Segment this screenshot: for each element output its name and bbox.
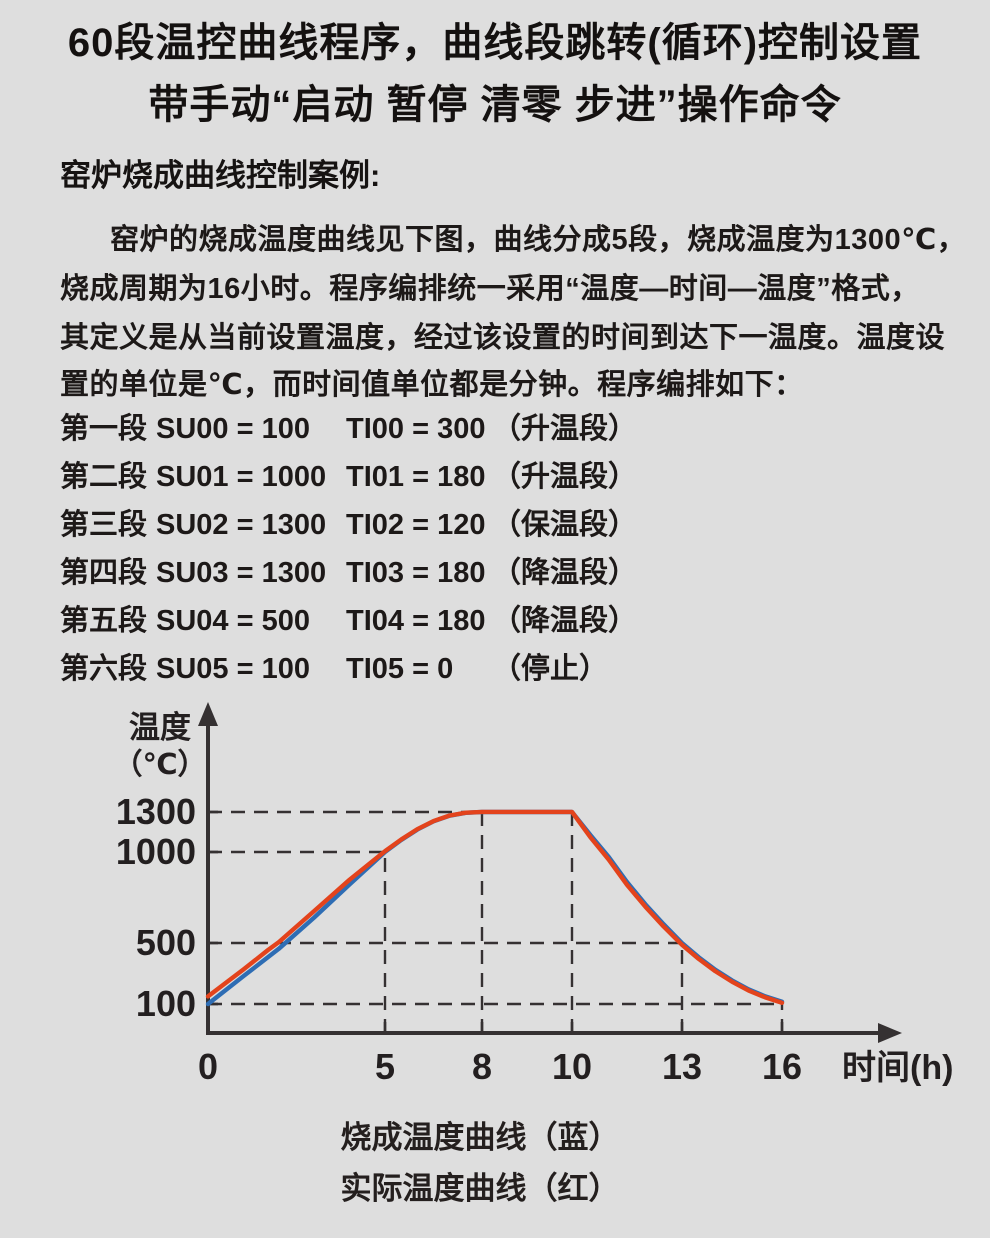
- x-tick-label: 0: [198, 1046, 218, 1087]
- segment-label: 第一段: [60, 413, 148, 445]
- x-tick-label: 8: [472, 1046, 492, 1087]
- ti-value: TI00 = 300: [346, 413, 486, 445]
- su-value: SU00 = 100: [156, 413, 310, 445]
- program-row: 第四段 SU03 = 1300 TI03 = 180 （降温段）: [60, 549, 637, 591]
- program-row: 第三段 SU02 = 1300 TI02 = 120 （保温段）: [60, 501, 637, 543]
- program-row: 第一段 SU00 = 100 TI00 = 300 （升温段）: [60, 405, 637, 447]
- su-value: SU05 = 100: [156, 653, 310, 685]
- doc-title-line1: 60段温控曲线程序，曲线段跳转(循环)控制设置: [67, 21, 923, 65]
- actual-temperature-curve: [205, 809, 785, 1005]
- su-value: SU04 = 500: [156, 605, 310, 637]
- segment-note: （降温段）: [492, 557, 638, 589]
- y-axis-title: 温度: [129, 710, 191, 745]
- program-row: 第五段 SU04 = 500 TI04 = 180 （降温段）: [60, 597, 637, 639]
- ti-value: TI01 = 180: [346, 461, 486, 493]
- x-tick-label: 5: [375, 1046, 395, 1087]
- segment-label: 第六段: [60, 653, 148, 685]
- y-tick-label: 1000: [116, 831, 196, 872]
- ti-value: TI04 = 180: [346, 605, 486, 637]
- su-value: SU03 = 1300: [156, 557, 327, 589]
- segment-label: 第四段: [60, 557, 148, 589]
- ti-value: TI03 = 180: [346, 557, 486, 589]
- segment-note: （保温段）: [492, 509, 638, 541]
- x-axis-title: 时间(h): [842, 1049, 953, 1087]
- segment-note: （降温段）: [492, 605, 638, 637]
- segment-label: 第五段: [60, 605, 148, 637]
- ti-value: TI02 = 120: [346, 509, 486, 541]
- legend-red-caption: 实际温度曲线（红）: [340, 1171, 620, 1206]
- segment-label: 第三段: [60, 509, 148, 541]
- y-axis-unit: （℃）: [113, 748, 206, 781]
- case-heading: 窑炉烧成曲线控制案例:: [60, 158, 381, 193]
- segment-note: （升温段）: [492, 461, 638, 493]
- program-row: 第六段 SU05 = 100 TI05 = 0 （停止）: [60, 645, 608, 687]
- program-row: 第二段 SU01 = 1000 TI01 = 180 （升温段）: [60, 453, 637, 495]
- ti-value: TI05 = 0: [346, 653, 454, 685]
- case-paragraph-line: 烧成周期为16小时。程序编排统一采用“温度—时间—温度”格式，: [60, 273, 920, 305]
- x-axis-arrow-icon: [878, 1023, 902, 1043]
- legend-blue-caption: 烧成温度曲线（蓝）: [340, 1120, 620, 1155]
- su-value: SU02 = 1300: [156, 509, 327, 541]
- segment-note: （升温段）: [492, 413, 638, 445]
- y-axis-arrow-icon: [198, 702, 218, 726]
- su-value: SU01 = 1000: [156, 461, 327, 493]
- set-temperature-curve: [205, 809, 785, 1007]
- x-tick-label: 13: [662, 1046, 702, 1087]
- case-paragraph-line: 其定义是从当前设置温度，经过该设置的时间到达下一温度。温度设: [60, 322, 946, 354]
- doc-title-line2: 带手动“启动 暂停 清零 步进”操作命令: [148, 83, 842, 127]
- y-tick-label: 500: [136, 922, 196, 963]
- x-tick-label: 16: [762, 1046, 802, 1087]
- y-tick-label: 1300: [116, 791, 196, 832]
- y-tick-label: 100: [136, 983, 196, 1024]
- case-paragraph-line: 置的单位是℃，而时间值单位都是分钟。程序编排如下：: [60, 369, 804, 401]
- segment-label: 第二段: [60, 461, 148, 493]
- segment-note: （停止）: [492, 653, 609, 685]
- x-tick-label: 10: [552, 1046, 592, 1087]
- case-paragraph-line: 窑炉的烧成温度曲线见下图，曲线分成5段，烧成温度为1300℃，: [110, 224, 967, 256]
